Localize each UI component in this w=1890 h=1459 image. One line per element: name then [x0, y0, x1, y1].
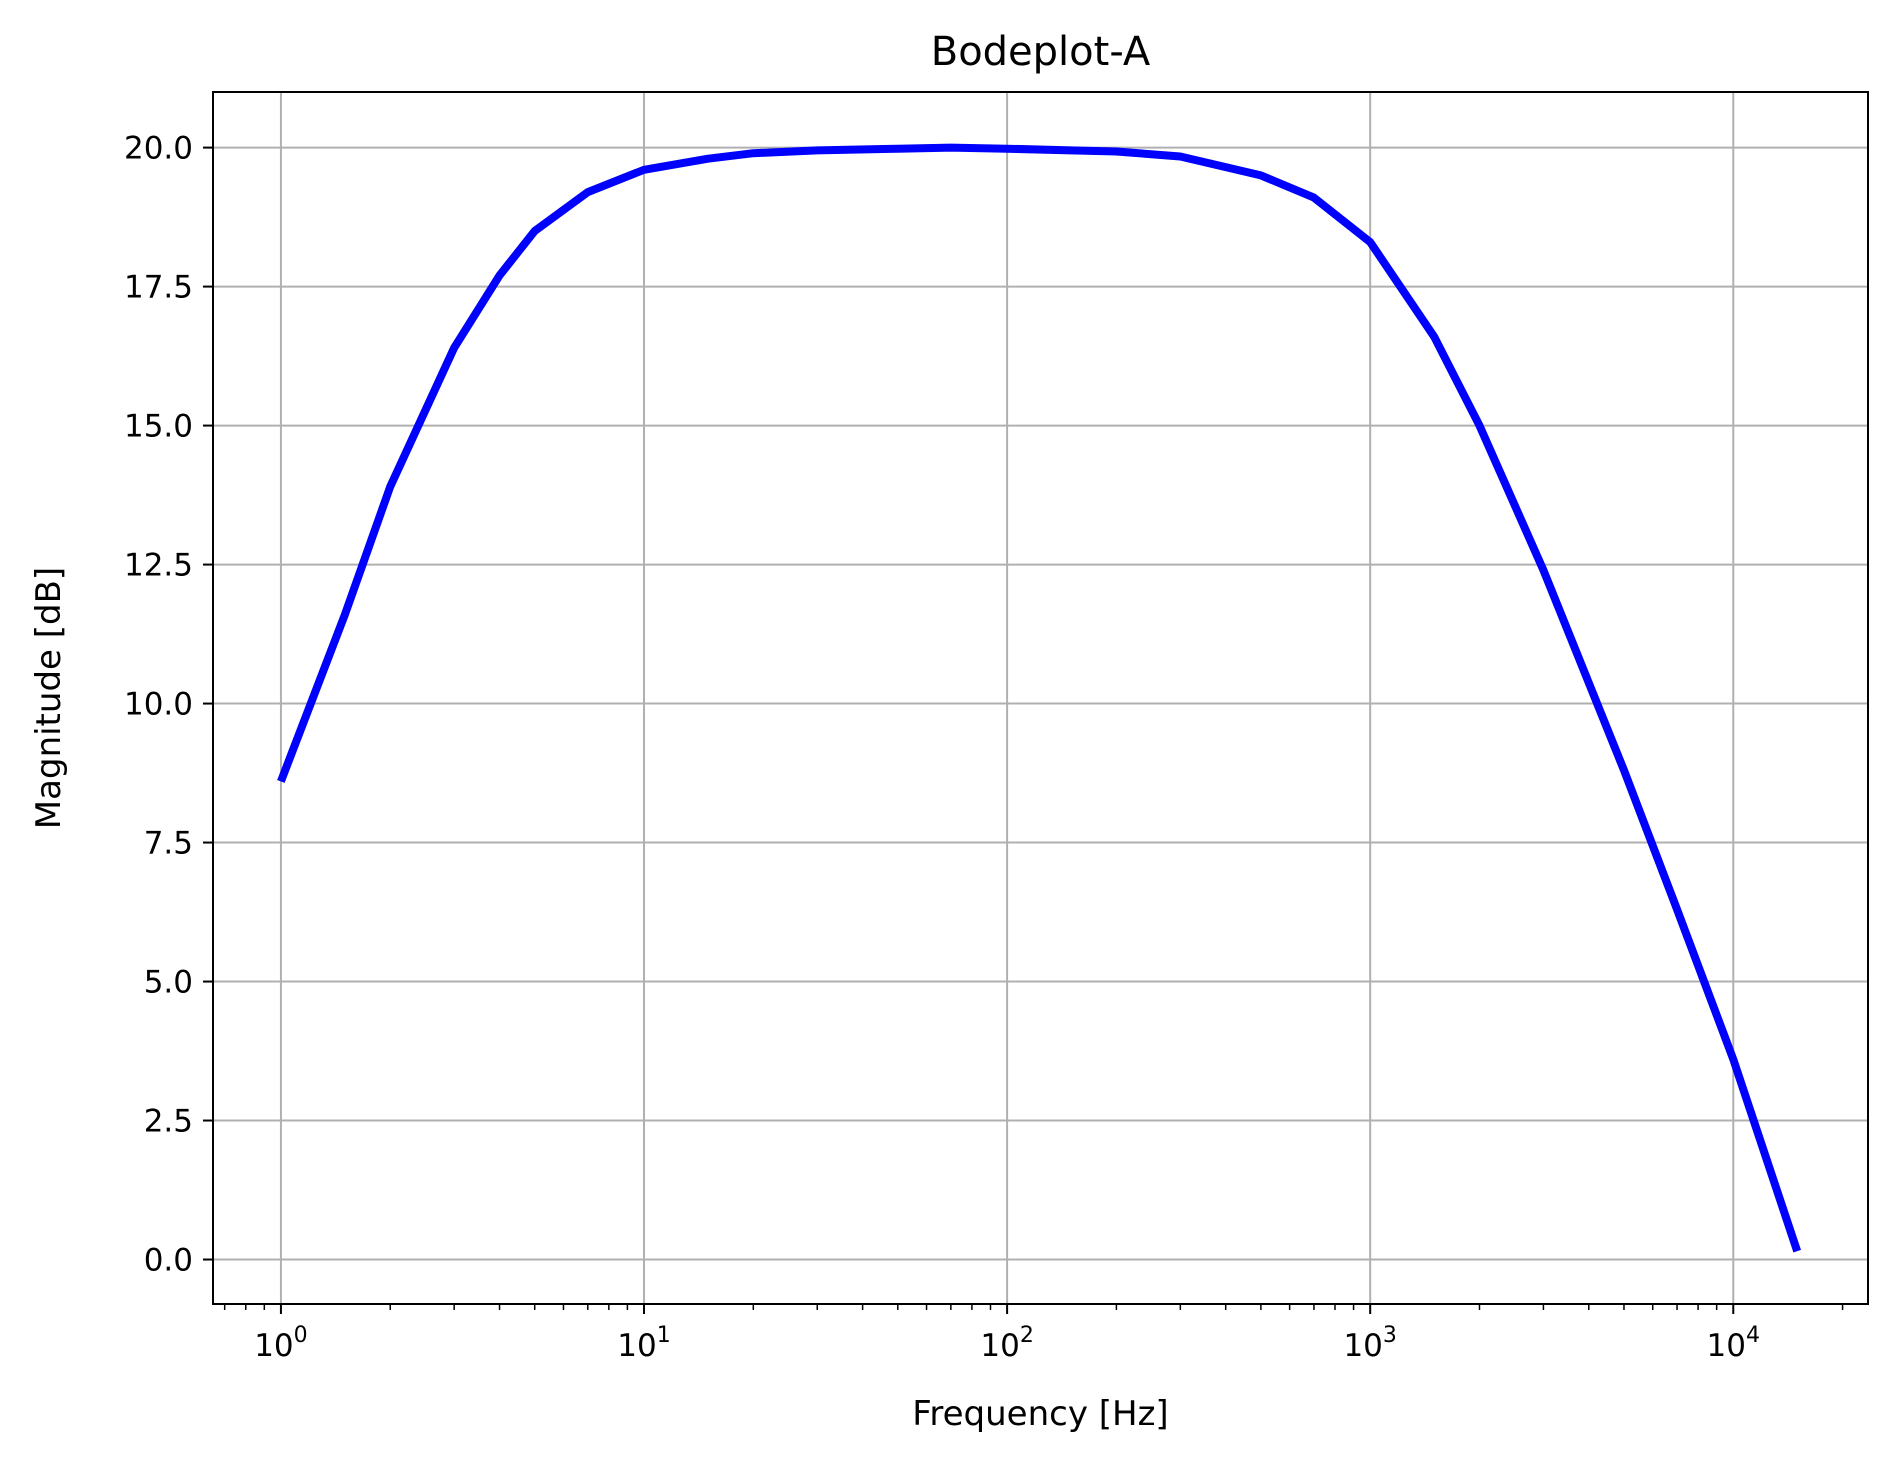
tick-labels: 100 101 102 103 104 0.0 2.5 5.0 7.5 10.0 12.5 15.0 1… [124, 131, 1760, 1364]
y-tick-label: 0.0 [144, 1243, 193, 1279]
y-tick-label: 2.5 [144, 1104, 193, 1140]
x-tick-label: 103 [1343, 1323, 1396, 1364]
series-layer [277, 143, 1801, 1253]
y-axis-label: Magnitude [dB] [29, 567, 69, 829]
y-tick-label: 17.5 [124, 270, 193, 306]
major-ticks [203, 146, 1735, 1314]
magnitude-series-line [277, 143, 1801, 1253]
y-tick-label: 15.0 [124, 409, 193, 445]
y-tick-label: 5.0 [144, 965, 193, 1001]
plot-frame [212, 91, 1869, 1305]
minor-ticks [223, 1304, 1844, 1310]
chart-title: Bodeplot-A [931, 29, 1151, 75]
y-tick-label: 7.5 [144, 826, 193, 862]
y-tick-label: 20.0 [124, 131, 193, 167]
x-tick-label: 101 [617, 1323, 670, 1364]
x-axis-label: Frequency [Hz] [912, 1394, 1168, 1434]
y-tick-label: 12.5 [124, 548, 193, 584]
x-tick-label: 104 [1707, 1323, 1760, 1364]
x-tick-label: 100 [254, 1323, 307, 1364]
y-tick-label: 10.0 [124, 687, 193, 723]
x-tick-label: 102 [980, 1323, 1033, 1364]
